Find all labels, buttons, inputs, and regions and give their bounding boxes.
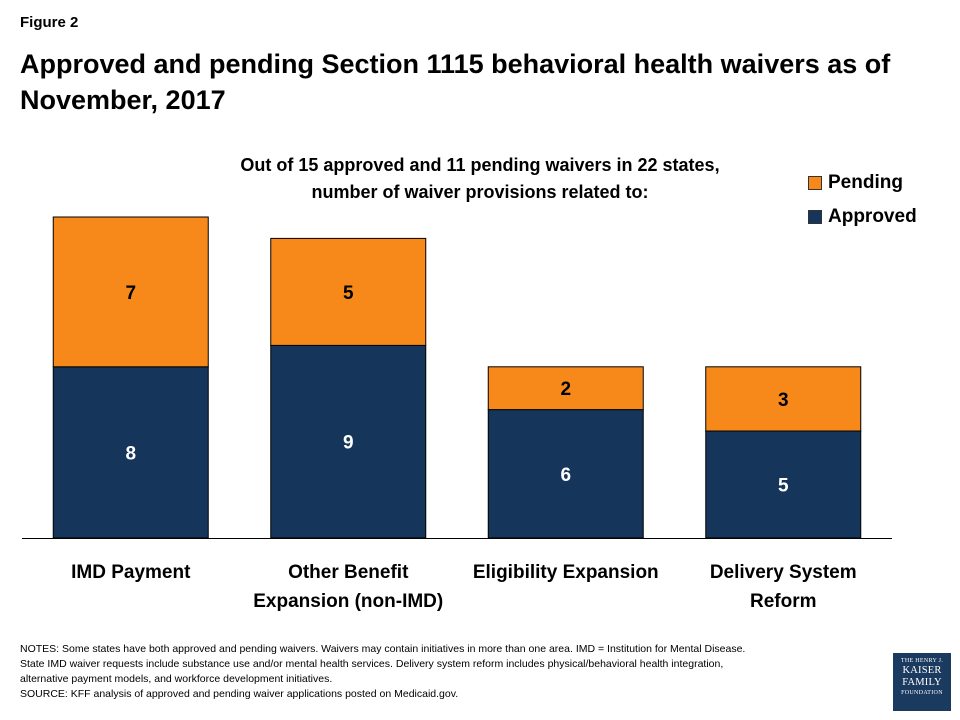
subtitle-line-1: Out of 15 approved and 11 pending waiver… <box>240 155 720 175</box>
legend-item-approved: Approved <box>808 200 917 234</box>
value-label-approved-2: 9 <box>343 433 354 454</box>
notes: NOTES: Some states have both approved an… <box>20 642 880 702</box>
notes-line-2: State IMD waiver requests include substa… <box>20 658 724 670</box>
category-label-4-line-1: Delivery System <box>710 562 857 583</box>
value-label-pending-2: 5 <box>343 283 354 304</box>
value-label-pending-1: 7 <box>125 283 136 304</box>
legend-item-pending: Pending <box>808 166 917 200</box>
bar-pending-2 <box>270 237 427 346</box>
bar-approved-2 <box>270 344 427 539</box>
bar-pending-4 <box>705 366 862 432</box>
logo-line-1: THE HENRY J. <box>900 658 944 664</box>
category-label-1-line-1: IMD Payment <box>71 562 191 583</box>
category-label-4-line-2: Reform <box>750 591 817 612</box>
logo-line-3: FAMILY <box>902 677 942 688</box>
notes-line-1: NOTES: Some states have both approved an… <box>20 643 746 655</box>
logo-line-4: FOUNDATION <box>901 690 943 696</box>
category-label-2-line-2: Expansion (non-IMD) <box>253 591 443 612</box>
value-label-pending-4: 3 <box>778 390 789 411</box>
subtitle-line-2: number of waiver provisions related to: <box>311 182 649 202</box>
notes-line-3: alternative payment models, and workforc… <box>20 673 333 685</box>
chart-subtitle: Out of 15 approved and 11 pending waiver… <box>180 152 780 206</box>
value-label-approved-3: 6 <box>560 465 571 486</box>
value-label-approved-1: 8 <box>125 443 136 464</box>
bar-pending-1 <box>52 216 209 368</box>
chart-title: Approved and pending Section 1115 behavi… <box>20 49 891 115</box>
source-line: SOURCE: KFF analysis of approved and pen… <box>20 688 459 700</box>
figure-label: Figure 2 <box>20 14 79 31</box>
logo-line-2: KAISER <box>902 665 942 676</box>
legend-label-pending: Pending <box>828 172 903 193</box>
bar-pending-3 <box>487 366 644 411</box>
value-label-approved-4: 5 <box>778 476 789 497</box>
kff-logo: THE HENRY J. KAISER FAMILY FOUNDATION <box>893 653 951 711</box>
legend-swatch-pending <box>808 176 822 190</box>
legend-swatch-approved <box>808 210 822 224</box>
stacked-bar-chart: 8 7 IMD Payment 9 5 Other Benefit Expansion (n… <box>22 216 892 612</box>
category-label-2-line-1: Other Benefit <box>288 562 409 583</box>
bar-approved-3 <box>487 409 644 539</box>
legend: Pending Approved <box>808 166 917 234</box>
legend-label-approved: Approved <box>828 206 917 227</box>
category-label-3-line-1: Eligibility Expansion <box>473 562 659 583</box>
value-label-pending-3: 2 <box>560 379 571 400</box>
